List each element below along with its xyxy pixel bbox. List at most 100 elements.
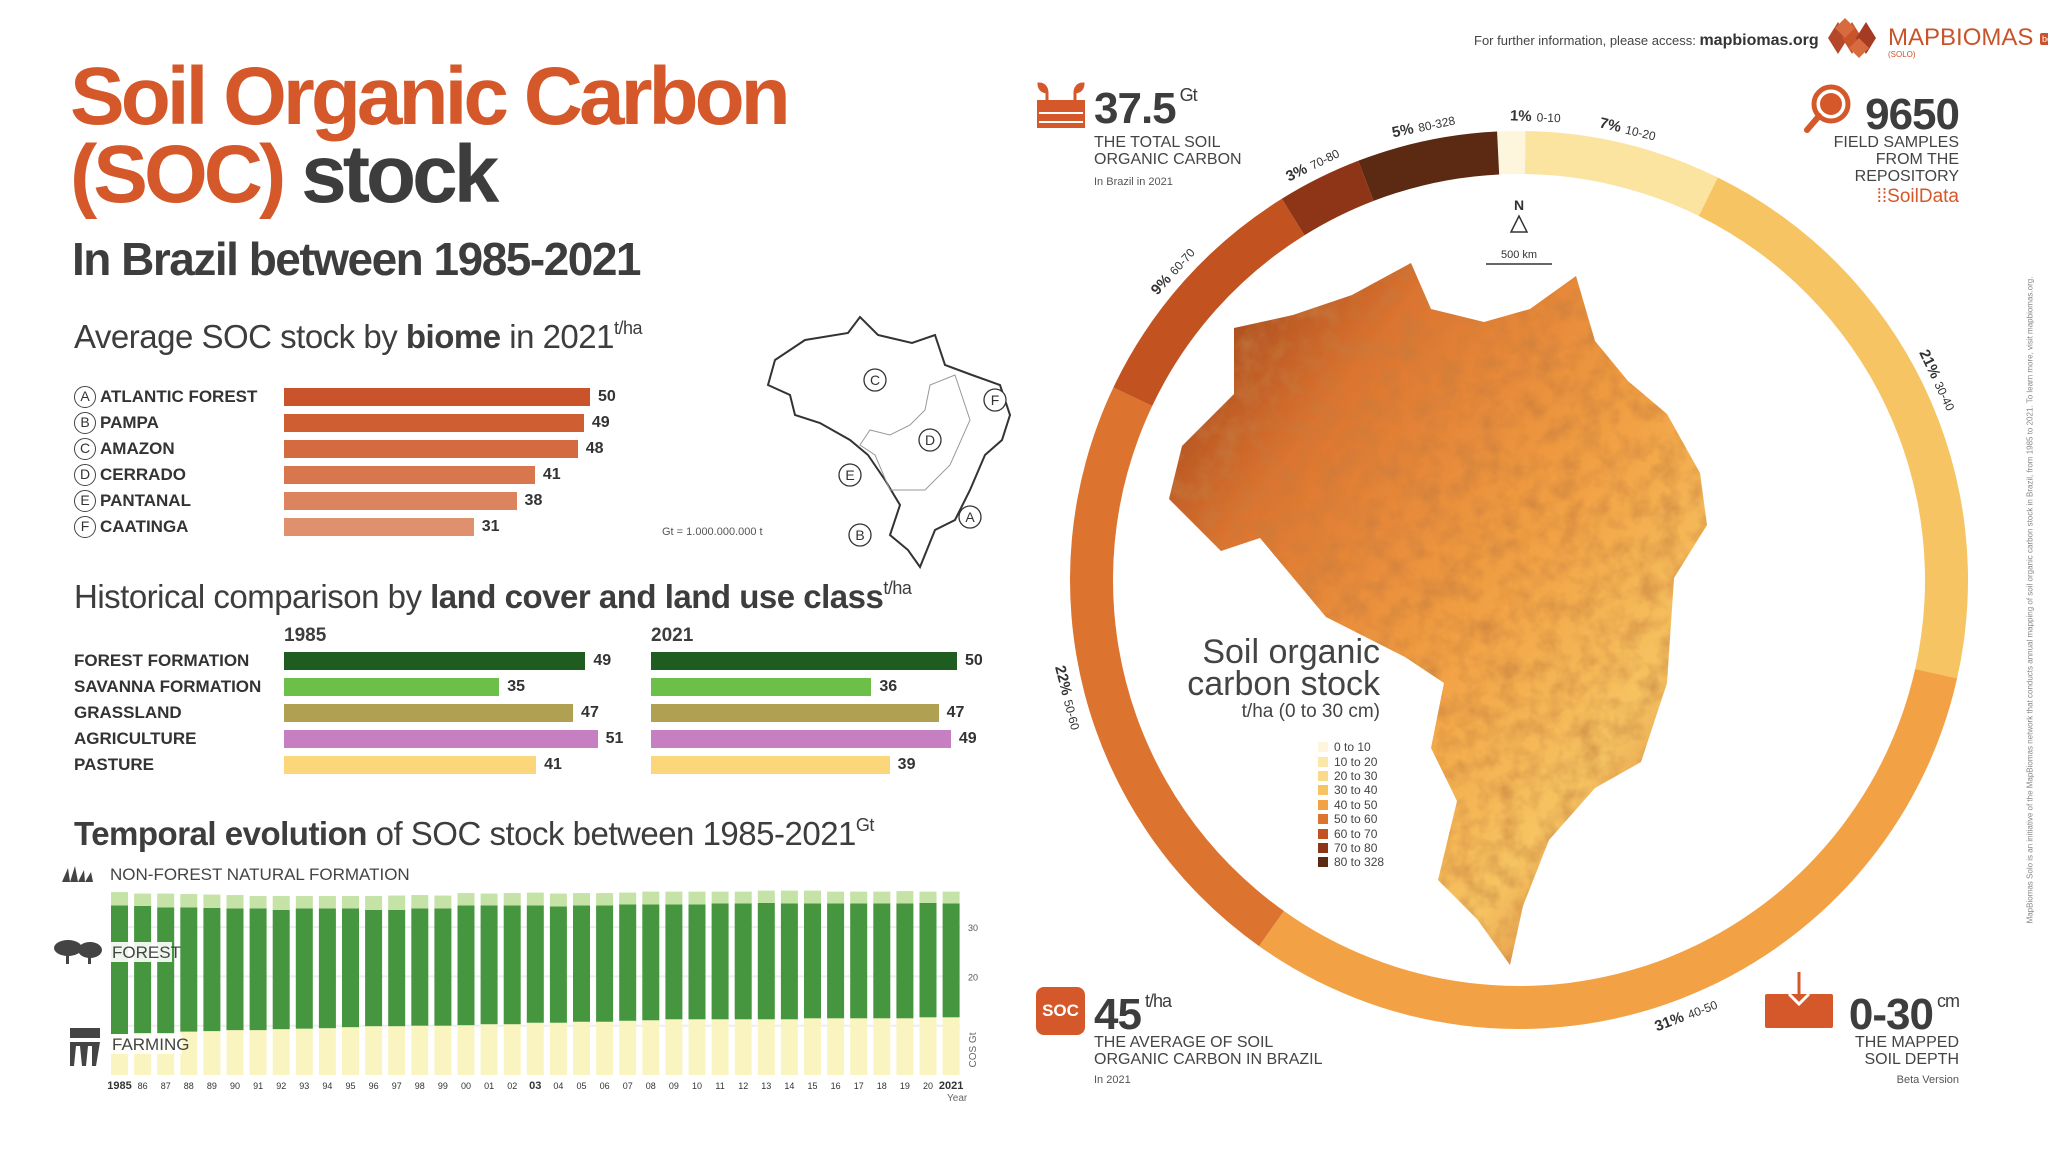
bar-forest-06 [596,905,614,1022]
ring-segment-30-40 [1698,177,1968,679]
unit: t/ha [614,318,643,338]
legend-label: 0 to 10 [1334,740,1371,755]
ring-pct: 31% [1652,1009,1686,1036]
value-1985: 35 [507,678,526,695]
biome-row-label: B PAMPA [74,412,159,434]
biome-name: ATLANTIC FOREST [100,387,258,406]
x-axis-label: Year [947,1093,968,1104]
bar-non-forest-natural-formation-15 [804,890,821,904]
soil-sprout-icon [1037,82,1085,128]
heading-text: Historical comparison by [74,578,431,615]
biome-letter: F [74,516,96,538]
biome-name: PANTANAL [100,491,191,510]
grass-icon [62,866,93,882]
legend-swatch [1318,842,1328,853]
ring-pct: 22% [1051,664,1075,697]
value-1985: 41 [544,756,562,773]
heading-text: of SOC stock between 1985-2021 [366,815,857,852]
unit: Gt [1179,85,1198,105]
bar-farming-14 [780,1019,798,1075]
heading-bold: land cover and land use class [430,578,884,615]
bar-forest-05 [573,905,590,1022]
x-tick-label: 01 [484,1081,494,1091]
bar-forest-03 [526,905,544,1023]
caption-line: THE MAPPED [1854,1034,1959,1051]
bar-forest-19 [896,903,914,1019]
biome-borders [859,374,971,491]
x-tick-label: 95 [345,1081,355,1091]
legend-swatch [1318,785,1328,796]
bar-farming-20 [919,1017,937,1075]
caption-line: ORGANIC CARBON IN BRAZIL [1094,1051,1323,1068]
biome-name: CERRADO [100,465,186,484]
bar-forest-2021 [942,903,960,1018]
caption-line: FROM THE [1875,151,1959,168]
heading-text: Average SOC stock by [74,318,406,355]
north-arrow-icon [1509,214,1529,233]
bar-non-forest-natural-formation-09 [665,891,683,905]
bar-forest-90 [226,908,244,1031]
x-tick-label: 99 [438,1081,448,1091]
soil-depth-icon [1765,972,1833,1028]
year-1985-label: 1985 [284,625,327,646]
x-tick-label: 19 [900,1081,910,1091]
page-title-line2: (SOC) stock [70,134,499,216]
mapbiomas-link[interactable]: mapbiomas.org [1699,32,1819,49]
map-letter-D: D [918,428,942,452]
bar-non-forest-natural-formation-03 [526,892,544,906]
bar-farming-08 [642,1020,660,1075]
bar-farming-18 [873,1018,891,1075]
caption-line: FIELD SAMPLES [1833,134,1959,151]
bar-1985 [284,730,598,748]
heading-bold: biome [405,318,501,355]
bar-non-forest-natural-formation-92 [272,896,290,910]
x-tick-label: 97 [392,1081,402,1091]
bar-non-forest-natural-formation-07 [619,892,637,905]
bar-non-forest-natural-formation-2021 [942,891,960,904]
biome-value: 48 [585,440,604,457]
legend-swatch [1318,799,1328,810]
unit: t/ha [1144,991,1172,1011]
heading-text: in 2021 [500,318,614,355]
temporal-heading: Temporal evolution of SOC stock between … [74,815,874,853]
caption-note: Beta Version [1896,1074,1959,1086]
bar-non-forest-natural-formation-04 [549,893,567,907]
field-samples-value: 9650 [1865,90,1960,139]
value-2021: 50 [965,652,983,669]
biome-value: 38 [524,492,543,509]
page-subtitle: In Brazil between 1985-2021 [72,233,642,285]
page-title: Soil Organic Carbon [70,51,791,142]
bar-forest-17 [850,903,868,1019]
bar-farming-03 [526,1022,544,1075]
soc-icon: SOC [1036,987,1085,1035]
x-tick-label: 94 [322,1081,332,1091]
bar-2021 [651,652,957,670]
biome-row-label: D CERRADO [74,464,186,486]
bar-non-forest-natural-formation-99 [434,895,452,909]
bar-forest-93 [295,908,313,1029]
bar-forest-89 [203,907,221,1032]
bar-farming-97 [388,1026,406,1075]
bar-non-forest-natural-formation-08 [642,891,660,905]
bar-forest-08 [642,904,660,1021]
series-label: FOREST [112,943,181,962]
biome-name: PAMPA [100,413,159,432]
bar-forest-88 [180,907,198,1032]
value: 0-30 [1848,990,1934,1039]
bar-farming-90 [226,1030,244,1075]
value-1985: 51 [605,730,624,747]
bar-forest-01 [480,905,498,1025]
legend-label: 40 to 50 [1334,797,1378,812]
bar-forest-14 [780,903,798,1020]
value-2021: 36 [879,678,898,695]
biome-letter: C [74,438,96,460]
biome-value: 50 [598,388,616,405]
value-2021: 39 [897,756,916,773]
bar-forest-10 [688,904,706,1020]
ring-label: 7%10-20 [1598,114,1658,144]
ring-segment-0-10 [1497,131,1526,175]
series-label: NON-FOREST NATURAL FORMATION [110,865,410,884]
bar-farming-16 [827,1018,845,1075]
bar-forest-15 [804,903,821,1019]
bar-2021 [651,756,890,774]
